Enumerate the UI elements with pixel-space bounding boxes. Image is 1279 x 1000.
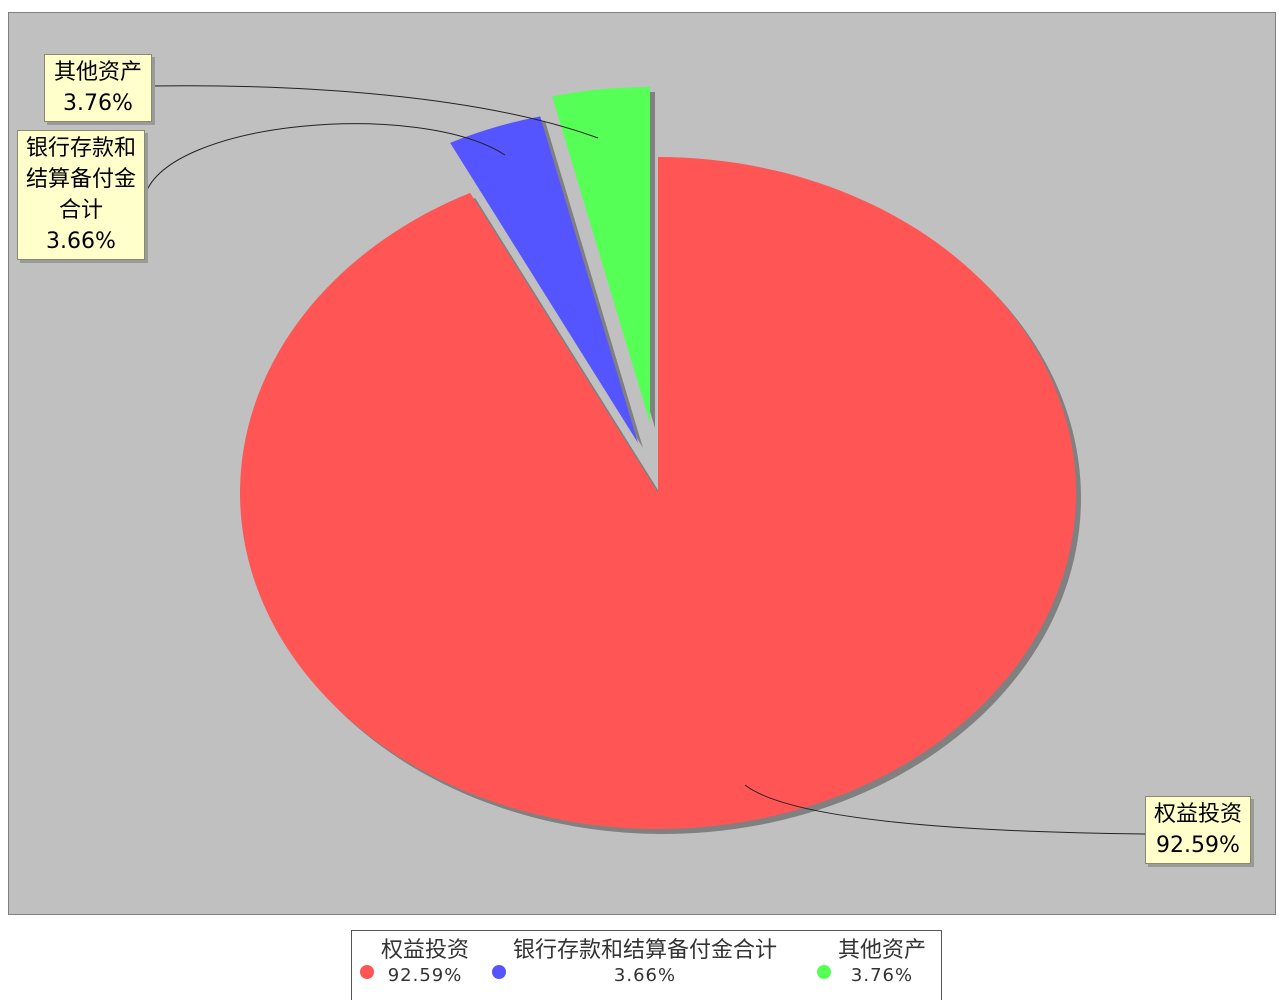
callout-text: 合计 bbox=[58, 198, 103, 223]
callout-leader-lines bbox=[144, 85, 1146, 835]
callout-text: 其他资产 bbox=[53, 60, 142, 85]
callout-text: 权益投资 bbox=[1153, 802, 1242, 827]
legend-label: 权益投资 bbox=[381, 938, 470, 963]
legend-text: 权益投资 92.59% bbox=[381, 937, 469, 987]
legend-text: 其他资产 3.76% bbox=[838, 937, 926, 987]
callout-label: 银行存款和结算备付金合计 3.66% bbox=[17, 130, 145, 260]
pie-slice bbox=[239, 157, 1076, 829]
callout-text: 银行存款和 bbox=[25, 136, 136, 161]
callout-value: 3.76% bbox=[63, 91, 133, 116]
legend-marker bbox=[492, 965, 506, 979]
legend-marker bbox=[817, 965, 831, 979]
leader-line bbox=[144, 123, 506, 196]
leader-line bbox=[744, 784, 1146, 835]
legend-value: 92.59% bbox=[387, 965, 463, 986]
pie-slice bbox=[450, 116, 638, 443]
leader-line bbox=[151, 85, 599, 139]
pie-slices bbox=[239, 87, 1076, 829]
callout-value: 92.59% bbox=[1156, 833, 1240, 858]
legend-text: 银行存款和结算备付金合计 3.66% bbox=[513, 937, 777, 987]
legend-value: 3.66% bbox=[613, 965, 677, 986]
callout-value: 3.66% bbox=[46, 229, 116, 254]
legend-label: 其他资产 bbox=[838, 938, 927, 963]
legend: 权益投资 92.59% 银行存款和结算备付金合计 3.66% 其他资产 3.76% bbox=[351, 930, 942, 1000]
legend-value: 3.76% bbox=[850, 965, 914, 986]
legend-label: 银行存款和结算备付金合计 bbox=[513, 938, 778, 963]
callout-label: 其他资产 3.76% bbox=[44, 54, 152, 122]
callout-text: 结算备付金 bbox=[25, 167, 136, 192]
legend-marker bbox=[360, 965, 374, 979]
pie-slice bbox=[552, 87, 650, 423]
callout-label: 权益投资 92.59% bbox=[1145, 796, 1251, 864]
